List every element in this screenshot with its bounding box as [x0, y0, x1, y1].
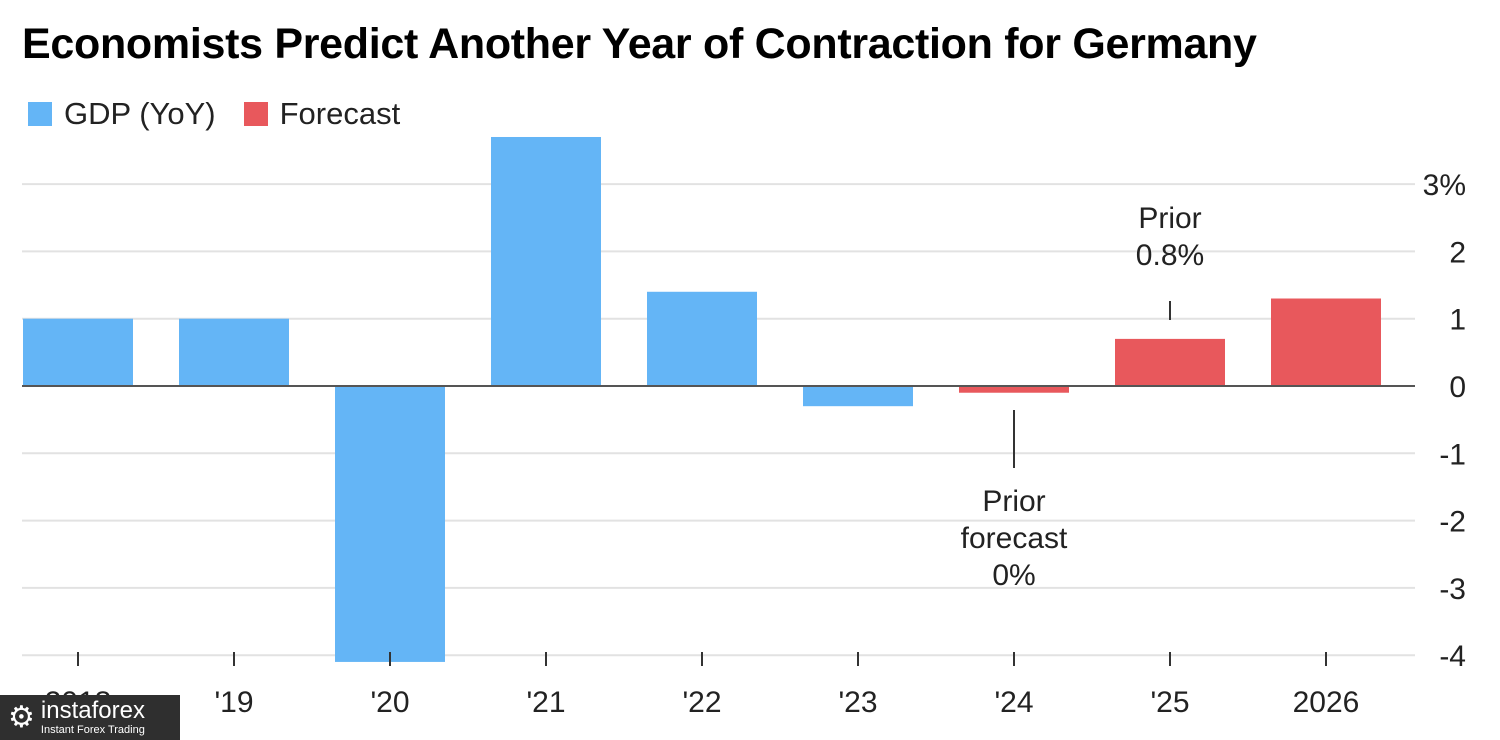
- annotation-text: Prior: [982, 485, 1045, 518]
- x-tick-label: '20: [370, 686, 409, 719]
- watermark-brand: instaforex: [40, 697, 145, 724]
- legend-item-gdp: GDP (YoY): [28, 96, 216, 132]
- y-tick-label: -3: [1439, 573, 1466, 606]
- annotation-text: Prior: [1138, 202, 1201, 235]
- bar: [647, 291, 757, 386]
- x-tick-label: '23: [838, 686, 877, 719]
- bar: [179, 318, 289, 386]
- bar: [1271, 298, 1381, 386]
- annotation-text: forecast: [961, 522, 1068, 555]
- bar: [23, 318, 133, 386]
- bar: [1115, 338, 1225, 386]
- annotation-text: 0%: [992, 559, 1035, 592]
- annotation-text: 0.8%: [1136, 239, 1204, 272]
- bar: [335, 386, 445, 662]
- legend-label-forecast: Forecast: [279, 96, 401, 131]
- y-tick-label: 3%: [1423, 169, 1466, 202]
- y-tick-label: 0: [1449, 371, 1466, 404]
- legend-swatch-forecast: [243, 102, 268, 126]
- bar: [803, 386, 913, 407]
- x-tick-label: '25: [1150, 686, 1189, 719]
- y-tick-label: -2: [1439, 506, 1466, 539]
- bar: [491, 136, 601, 386]
- x-tick-label: '22: [682, 686, 721, 719]
- x-tick-label: '19: [214, 686, 253, 719]
- y-tick-label: -4: [1439, 640, 1466, 673]
- legend: GDP (YoY) Forecast: [28, 96, 400, 132]
- legend-item-forecast: Forecast: [243, 96, 401, 132]
- page-title: Economists Predict Another Year of Contr…: [22, 20, 1257, 68]
- watermark-logo: ⚙ instaforex Instant Forex Trading: [0, 695, 180, 740]
- y-tick-label: -1: [1439, 438, 1466, 471]
- bar: [959, 386, 1069, 393]
- gear-logo-icon: ⚙: [8, 700, 35, 734]
- legend-label-gdp: GDP (YoY): [64, 96, 216, 131]
- x-tick-label: '21: [526, 686, 565, 719]
- x-tick-label: 2026: [1293, 686, 1360, 719]
- watermark-tagline: Instant Forex Trading: [40, 724, 145, 736]
- legend-swatch-gdp: [28, 102, 52, 126]
- y-tick-label: 1: [1449, 304, 1466, 337]
- y-tick-label: 2: [1449, 236, 1466, 269]
- x-tick-label: '24: [994, 686, 1033, 719]
